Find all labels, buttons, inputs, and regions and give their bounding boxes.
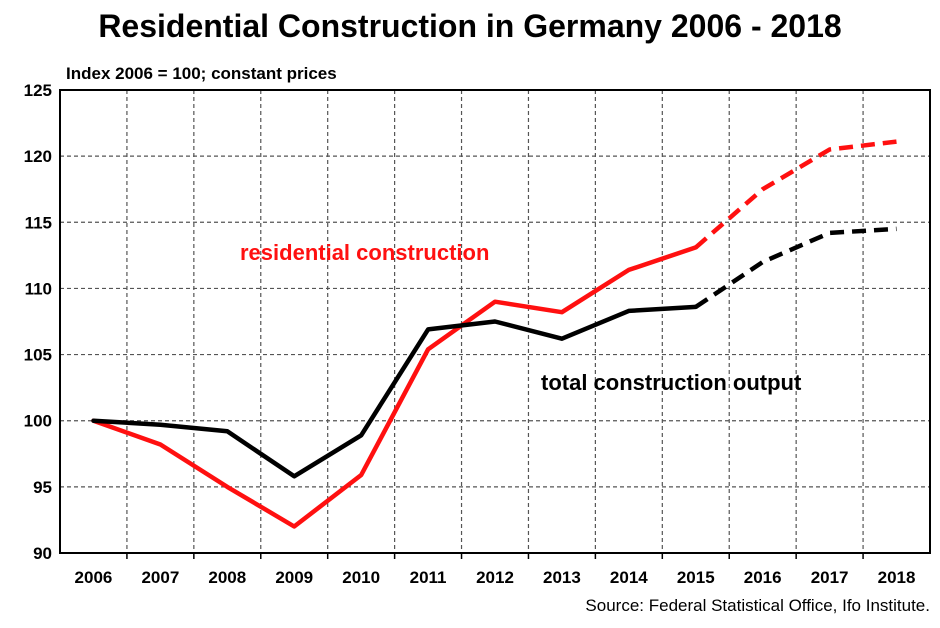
y-axis: 90 95 100 105 110 115 120 125 xyxy=(24,81,52,563)
x-tick-label: 2006 xyxy=(75,568,113,587)
x-tick-label: 2010 xyxy=(342,568,380,587)
residential-series-line-forecast xyxy=(694,139,897,250)
total-series-label: total construction output xyxy=(541,370,802,395)
total-series-line-actual xyxy=(91,304,699,479)
source-note: Source: Federal Statistical Office, Ifo … xyxy=(585,596,930,615)
x-tick-label: 2015 xyxy=(677,568,715,587)
x-tick-label: 2012 xyxy=(476,568,514,587)
x-tick-label: 2014 xyxy=(610,568,648,587)
x-tick-label: 2009 xyxy=(275,568,313,587)
x-tick-label: 2016 xyxy=(744,568,782,587)
total-series-line-forecast xyxy=(694,226,897,309)
y-tick-label: 105 xyxy=(24,346,52,365)
x-axis: 2006 2007 2008 2009 2010 2011 2012 2013 2014 2015… xyxy=(75,553,916,587)
chart-subtitle: Index 2006 = 100; constant prices xyxy=(66,64,337,83)
x-tick-label: 2017 xyxy=(811,568,849,587)
grid-lines xyxy=(60,90,930,553)
y-tick-label: 120 xyxy=(24,147,52,166)
x-tick-label: 2013 xyxy=(543,568,581,587)
plot-frame xyxy=(59,89,931,554)
residential-series-label: residential construction xyxy=(240,240,490,265)
residential-series-line-actual xyxy=(91,245,699,529)
x-tick-label: 2008 xyxy=(208,568,246,587)
x-tick-label: 2011 xyxy=(410,568,447,587)
y-tick-label: 100 xyxy=(24,412,52,431)
chart-title: Residential Construction in Germany 2006… xyxy=(98,8,842,44)
y-tick-label: 95 xyxy=(33,478,52,497)
series-lines xyxy=(91,139,897,529)
x-tick-label: 2007 xyxy=(141,568,179,587)
y-tick-label: 90 xyxy=(33,544,52,563)
y-tick-label: 125 xyxy=(24,81,52,100)
y-tick-label: 110 xyxy=(25,279,52,298)
x-tick-label: 2018 xyxy=(878,568,916,587)
y-tick-label: 115 xyxy=(25,213,52,232)
